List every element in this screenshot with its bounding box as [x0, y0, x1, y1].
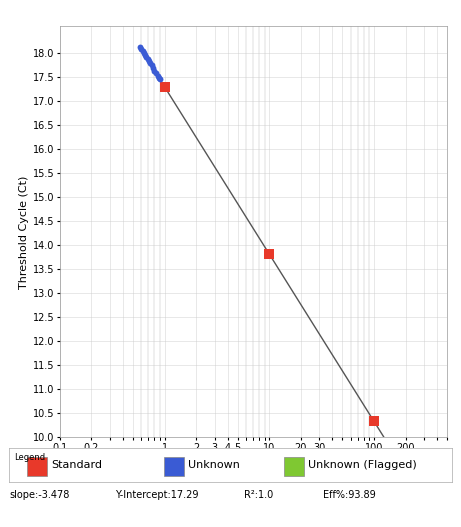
Point: [138, 45, 145, 53]
Point: [144, 55, 151, 63]
Text: Unknown: Unknown: [189, 460, 240, 470]
Point: [156, 75, 164, 83]
Text: Eff%:93.89: Eff%:93.89: [323, 490, 375, 500]
Point: [154, 72, 161, 80]
Point: [147, 59, 154, 67]
Point: [148, 61, 155, 70]
Point: [266, 250, 273, 258]
Text: R²:1.0: R²:1.0: [244, 490, 273, 500]
Point: [161, 83, 168, 91]
Point: [370, 417, 378, 426]
Point: [153, 69, 160, 77]
Point: [139, 47, 147, 55]
Point: [155, 74, 162, 82]
Text: slope:-3.478: slope:-3.478: [9, 490, 70, 500]
Text: Unknown (Flagged): Unknown (Flagged): [308, 460, 417, 470]
Point: [140, 48, 148, 57]
Text: Standard: Standard: [51, 460, 102, 470]
Point: [136, 43, 143, 51]
Point: [150, 64, 157, 72]
Bar: [284, 457, 303, 476]
Point: [142, 51, 149, 59]
Point: [151, 66, 158, 75]
Bar: [27, 457, 47, 476]
Y-axis label: Threshold Cycle (Ct): Threshold Cycle (Ct): [18, 175, 29, 289]
X-axis label: Quantity (Copies): Quantity (Copies): [205, 457, 302, 467]
Bar: [164, 457, 184, 476]
Text: Legend: Legend: [14, 453, 45, 462]
Point: [143, 53, 150, 61]
Point: [145, 57, 153, 65]
Text: Y-Intercept:17.29: Y-Intercept:17.29: [115, 490, 199, 500]
